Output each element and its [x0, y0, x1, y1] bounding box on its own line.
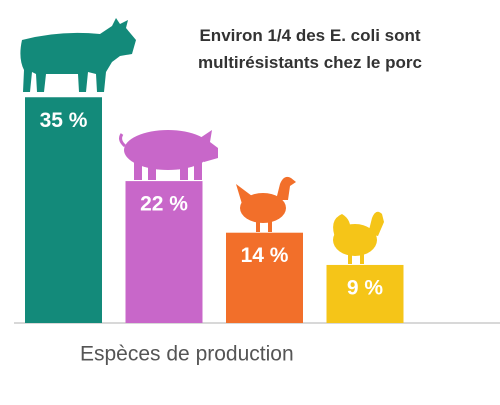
chicken-icon: [236, 176, 296, 232]
x-axis-label: Espèces de production: [80, 343, 294, 366]
bar: [226, 232, 303, 323]
chart-title: Environ 1/4 des E. coli sont multirésist…: [198, 26, 422, 72]
value-label: 14 %: [241, 244, 289, 267]
cow-icon: [20, 18, 136, 92]
value-label: 35 %: [40, 109, 88, 132]
value-label: 9 %: [347, 276, 384, 299]
turkey-icon: [333, 211, 384, 264]
value-label: 22 %: [140, 193, 188, 216]
bar: [25, 97, 102, 323]
pig-icon: [119, 130, 218, 180]
bar: [125, 181, 203, 323]
bar: [326, 264, 404, 323]
